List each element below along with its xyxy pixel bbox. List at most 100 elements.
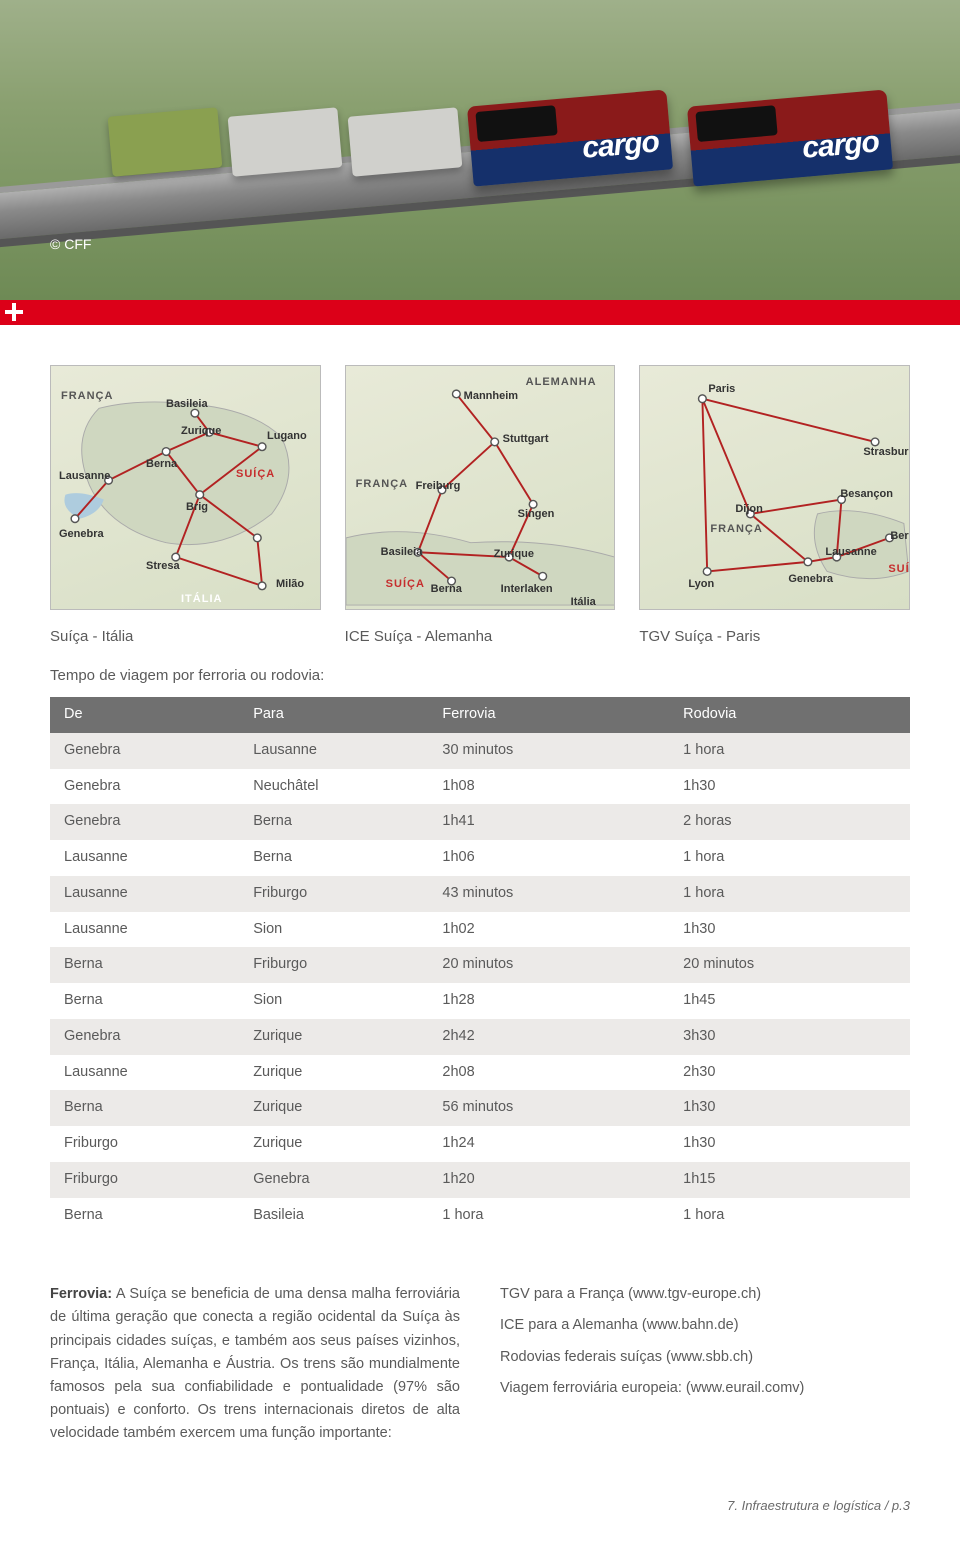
map-label: Berna (431, 581, 462, 598)
table-cell: Berna (50, 1198, 239, 1234)
table-cell: 2h30 (669, 1055, 910, 1091)
table-row: BernaZurique56 minutos1h30 (50, 1090, 910, 1126)
red-bar (0, 300, 960, 325)
swiss-cross-icon (3, 301, 25, 323)
map-caption: TGV Suíça - Paris (639, 626, 910, 649)
paragraph-body: A Suíça se beneficia de uma densa malha … (50, 1286, 460, 1441)
table-cell: 30 minutos (428, 733, 669, 769)
table-row: GenebraLausanne30 minutos1 hora (50, 733, 910, 769)
table-row: LausanneFriburgo43 minutos1 hora (50, 876, 910, 912)
map-label: ALEMANHA (526, 374, 597, 391)
table-row: GenebraBerna1h412 horas (50, 804, 910, 840)
table-cell: 20 minutos (428, 947, 669, 983)
map-label: Zurique (494, 546, 534, 563)
image-credit: © CFF (50, 234, 91, 255)
table-cell: 1h41 (428, 804, 669, 840)
table-cell: Lausanne (50, 912, 239, 948)
map-label: Genebra (59, 526, 104, 543)
table-cell: Berna (50, 983, 239, 1019)
table-cell: 1h28 (428, 983, 669, 1019)
table-cell: Sion (239, 912, 428, 948)
table-cell: Genebra (239, 1162, 428, 1198)
table-row: FriburgoGenebra1h201h15 (50, 1162, 910, 1198)
table-cell: 2h08 (428, 1055, 669, 1091)
table-cell: Friburgo (50, 1126, 239, 1162)
table-cell: Zurique (239, 1126, 428, 1162)
table-cell: 1h02 (428, 912, 669, 948)
map-label: Lausanne (825, 544, 876, 561)
table-cell: 1 hora (669, 876, 910, 912)
table-cell: Lausanne (239, 733, 428, 769)
map-suica-italia: FRANÇA SUÍÇA ITÁLIA Basileia Zurique Ber… (50, 365, 321, 610)
table-cell: 1 hora (669, 733, 910, 769)
table-row: LausanneZurique2h082h30 (50, 1055, 910, 1091)
map-label: FRANÇA (356, 476, 408, 493)
wagon (228, 107, 343, 176)
table-cell: Zurique (239, 1090, 428, 1126)
table-row: LausanneBerna1h061 hora (50, 840, 910, 876)
table-cell: 20 minutos (669, 947, 910, 983)
table-cell: 1 hora (669, 840, 910, 876)
travel-times-table: De Para Ferrovia Rodovia GenebraLausanne… (50, 697, 910, 1233)
map-label: Basileia (166, 396, 208, 413)
table-cell: 1 hora (428, 1198, 669, 1234)
table-cell: 2 horas (669, 804, 910, 840)
map-label: Berna (890, 528, 910, 545)
map-label: Milão (276, 576, 304, 593)
paragraph-lead: Ferrovia: (50, 1286, 112, 1302)
map-label: ITÁLIA (181, 591, 222, 608)
wagon (108, 107, 223, 176)
map-caption: ICE Suíça - Alemanha (345, 626, 616, 649)
map-tgv-paris: FRANÇA SUÍÇA Paris Strasburgo Dijon Besa… (639, 365, 910, 610)
map-label: Berna (146, 456, 177, 473)
table-cell: Lausanne (50, 840, 239, 876)
cargo-label: cargo (800, 119, 880, 171)
map-label: Besançon (840, 486, 893, 503)
map-label: Singen (518, 506, 555, 523)
table-row: BernaFriburgo20 minutos20 minutos (50, 947, 910, 983)
map-label: Lyon (688, 576, 714, 593)
table-cell: 1h30 (669, 912, 910, 948)
table-cell: Genebra (50, 733, 239, 769)
map-label: SUÍÇA (386, 576, 425, 593)
map-label: Basileia (381, 544, 423, 561)
wagon (348, 107, 463, 176)
col-rodovia: Rodovia (669, 697, 910, 733)
table-cell: Genebra (50, 1019, 239, 1055)
table-cell: 3h30 (669, 1019, 910, 1055)
link-tgv: TGV para a França (www.tgv-europe.ch) (500, 1283, 910, 1306)
maps-row: FRANÇA SUÍÇA ITÁLIA Basileia Zurique Ber… (0, 325, 960, 622)
table-cell: Lausanne (50, 1055, 239, 1091)
map-label: Dijon (735, 501, 763, 518)
table-row: FriburgoZurique1h241h30 (50, 1126, 910, 1162)
map-label: Paris (708, 381, 735, 398)
table-cell: 1h30 (669, 1126, 910, 1162)
map-label: Brig (186, 499, 208, 516)
map-label: Genebra (788, 571, 833, 588)
col-ferrovia: Ferrovia (428, 697, 669, 733)
map-label: Freiburg (416, 478, 461, 495)
table-cell: 1h30 (669, 1090, 910, 1126)
link-rodovias: Rodovias federais suíças (www.sbb.ch) (500, 1346, 910, 1369)
table-cell: Genebra (50, 804, 239, 840)
table-cell: 1h15 (669, 1162, 910, 1198)
col-de: De (50, 697, 239, 733)
map-label: SUÍÇA (236, 466, 275, 483)
table-cell: Basileia (239, 1198, 428, 1234)
table-cell: 1h45 (669, 983, 910, 1019)
table-cell: 43 minutos (428, 876, 669, 912)
table-row: BernaBasileia1 hora1 hora (50, 1198, 910, 1234)
table-row: BernaSion1h281h45 (50, 983, 910, 1019)
map-label: Mannheim (464, 388, 518, 405)
map-label: Zurique (181, 423, 221, 440)
table-row: GenebraZurique2h423h30 (50, 1019, 910, 1055)
table-cell: Berna (239, 804, 428, 840)
table-cell: Friburgo (239, 947, 428, 983)
table-cell: 1h06 (428, 840, 669, 876)
paragraph-ferrovia: Ferrovia: A Suíça se beneficia de uma de… (50, 1283, 460, 1445)
body-columns: Ferrovia: A Suíça se beneficia de uma de… (0, 1273, 960, 1485)
map-label: Lausanne (59, 468, 110, 485)
map-label: Lugano (267, 428, 307, 445)
map-label: Itália (571, 594, 596, 610)
page-footer: 7. Infraestrutura e logística / p.3 (0, 1486, 960, 1545)
